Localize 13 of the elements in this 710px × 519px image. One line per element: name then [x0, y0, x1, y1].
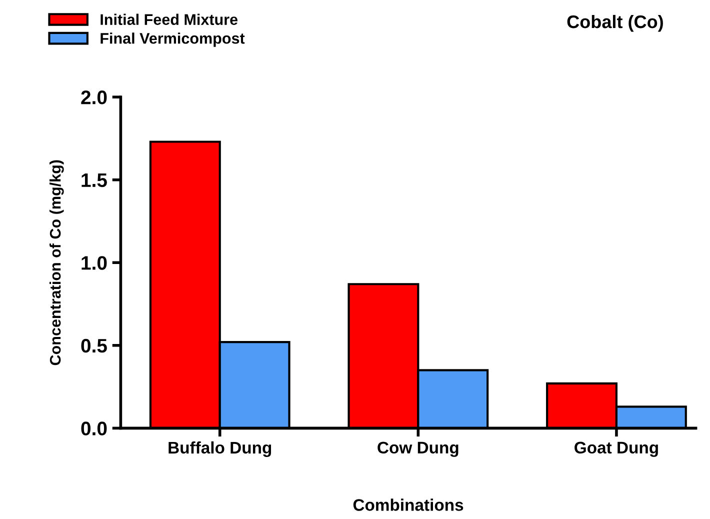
x-axis-title: Combinations: [353, 498, 464, 511]
x-tick-label: Cow Dung: [378, 442, 458, 457]
x-tick-label: Goat Dung: [574, 442, 658, 457]
y-tick-label: 2.0: [81, 90, 107, 104]
legend-label: Final Vermicompost: [100, 32, 245, 47]
y-axis-title: Concentration of Co (mg/kg): [50, 160, 64, 366]
y-tick-label: 0.5: [81, 338, 107, 353]
y-tick-label: 1.0: [82, 256, 107, 270]
y-tick-label: 0.0: [81, 422, 107, 436]
chart-title: Cobalt (Co): [567, 14, 663, 32]
x-tick-label: Buffalo Dung: [168, 441, 272, 457]
legend-label: Initial Feed Mixture: [100, 14, 238, 25]
y-tick-label: 1.5: [82, 174, 107, 188]
